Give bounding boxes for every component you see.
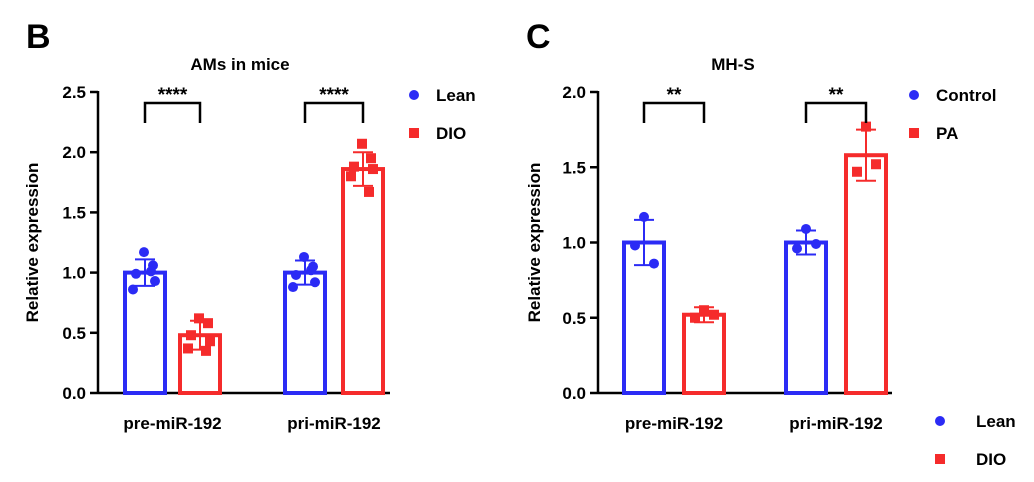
panel-b-y-tick-label: 2.0 bbox=[62, 143, 86, 162]
panel-c-data-point bbox=[801, 223, 811, 234]
panel-c-y-tick-label: 1.0 bbox=[562, 234, 586, 253]
panel-b-data-point bbox=[310, 277, 320, 288]
panel-c-bar bbox=[784, 240, 828, 395]
panel-c-x-tick-label: pre-miR-192 bbox=[625, 414, 723, 433]
panel-b-y-axis-label: Relative expression bbox=[23, 163, 42, 323]
panel-c-data-point bbox=[630, 240, 640, 251]
panel-c-significance-label: ** bbox=[667, 85, 682, 106]
panel-c-title: MH-S bbox=[711, 55, 754, 74]
panel-c-y-tick-label: 0.0 bbox=[562, 384, 586, 403]
panel-b-data-point bbox=[368, 164, 378, 175]
panel-c-significance-bracket bbox=[804, 101, 868, 123]
panel-b-y-tick-label: 1.5 bbox=[62, 203, 86, 222]
panel-c-legend-marker bbox=[909, 90, 919, 100]
panel-c-data-point bbox=[792, 243, 802, 254]
panel-c-significance-label: ** bbox=[829, 85, 844, 106]
panel-c-x-tick-label: pri-miR-192 bbox=[789, 414, 883, 433]
panel-c-data-point bbox=[861, 121, 871, 132]
panel-b-data-point bbox=[366, 153, 376, 164]
panel-b-y-tick-label: 1.0 bbox=[62, 264, 86, 283]
panel-b-data-point bbox=[139, 247, 149, 258]
panel-c-bar bbox=[844, 153, 888, 395]
panel-c-y-tick-label: 2.0 bbox=[562, 83, 586, 102]
panel-b-data-point bbox=[291, 270, 301, 281]
panel-c-data-point bbox=[852, 166, 862, 177]
panel-c-data-point bbox=[871, 159, 881, 170]
panel-b-x-tick-label: pre-miR-192 bbox=[123, 414, 221, 433]
panel-b-data-point bbox=[194, 313, 204, 324]
panel-b-significance-bracket bbox=[303, 101, 365, 123]
panel-b-data-point bbox=[364, 186, 374, 197]
panel-b-y-tick-label: 2.5 bbox=[62, 83, 86, 102]
panel-b-bar bbox=[341, 167, 385, 395]
panel-c-data-point bbox=[709, 309, 719, 320]
panel-b-data-point bbox=[349, 161, 359, 172]
panel-b-y-tick-label: 0.5 bbox=[62, 324, 86, 343]
panel-c-bar bbox=[682, 312, 726, 395]
panel-c-y-tick-label: 0.5 bbox=[562, 309, 586, 328]
panel-b-legend-marker bbox=[409, 128, 419, 138]
panel-b-title: AMs in mice bbox=[190, 55, 289, 74]
panel-b-legend-marker bbox=[409, 90, 419, 100]
panel-b-legend-label: Lean bbox=[436, 86, 476, 105]
panel-b-data-point bbox=[131, 268, 141, 279]
panel-b-data-point bbox=[357, 138, 367, 149]
panel-b-y-tick-label: 0.0 bbox=[62, 384, 86, 403]
panel-c-legend2-marker bbox=[935, 454, 945, 464]
panel-b-data-point bbox=[183, 343, 193, 354]
panel-c-significance-bracket bbox=[642, 101, 706, 123]
panel-c-legend-label: PA bbox=[936, 124, 958, 143]
panel-c-y-tick-label: 1.5 bbox=[562, 158, 586, 177]
panel-c-legend-label: Control bbox=[936, 86, 996, 105]
panel-c-data-point bbox=[690, 312, 700, 323]
panel-c-legend2-label: Lean bbox=[976, 412, 1016, 431]
panel-b-x-tick-label: pri-miR-192 bbox=[287, 414, 381, 433]
panel-b-data-point bbox=[299, 251, 309, 262]
panel-b-significance-label: **** bbox=[158, 85, 188, 106]
panel-c-data-point bbox=[811, 239, 821, 250]
panel-b-data-point bbox=[201, 345, 211, 356]
panel-b-legend-label: DIO bbox=[436, 124, 466, 143]
panel-c-data-point bbox=[699, 305, 709, 316]
panel-b-significance-label: **** bbox=[319, 85, 349, 106]
panel-b-data-point bbox=[186, 330, 196, 341]
panel-c-legend-marker bbox=[909, 128, 919, 138]
panel-c-data-point bbox=[649, 258, 659, 269]
panel-b-label: B bbox=[26, 18, 51, 56]
panel-b-data-point bbox=[128, 284, 138, 295]
panel-c-y-axis-label: Relative expression bbox=[525, 163, 544, 323]
panel-b-data-point bbox=[346, 171, 356, 182]
panel-c-legend2-label: DIO bbox=[976, 450, 1006, 469]
panel-c-data-point bbox=[639, 211, 649, 222]
panel-b-data-point bbox=[150, 276, 160, 287]
panel-b-data-point bbox=[146, 266, 156, 277]
panel-b-data-point bbox=[203, 318, 213, 329]
panel-c-legend2-marker bbox=[935, 416, 945, 426]
panel-c-label: C bbox=[526, 18, 551, 56]
panel-b-data-point bbox=[306, 265, 316, 276]
panel-b-data-point bbox=[288, 282, 298, 293]
panel-b-data-point bbox=[205, 336, 215, 347]
panel-b-significance-bracket bbox=[143, 101, 202, 123]
